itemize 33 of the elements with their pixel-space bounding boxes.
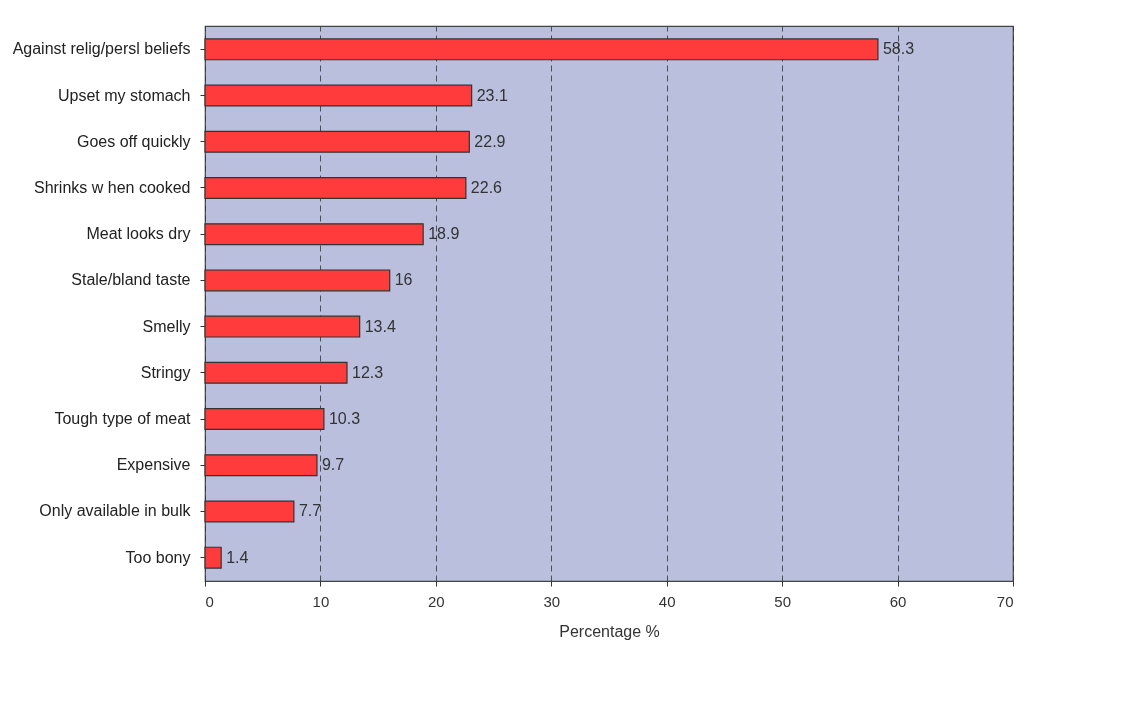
x-axis-title: Percentage % bbox=[559, 622, 660, 640]
y-tick-label: Only available in bulk bbox=[39, 502, 192, 520]
data-label: 58.3 bbox=[882, 40, 915, 58]
data-label: 1.4 bbox=[226, 548, 249, 566]
y-tick-label: Stringy bbox=[140, 363, 191, 381]
data-label: 7.7 bbox=[298, 502, 322, 520]
y-tick-label: Upset my stomach bbox=[58, 86, 191, 104]
data-label: 13.4 bbox=[364, 317, 396, 335]
data-label: 18.9 bbox=[428, 225, 460, 243]
data-label: 22.6 bbox=[470, 178, 503, 196]
x-tick-label: 20 bbox=[428, 592, 445, 610]
data-label: 22.9 bbox=[474, 132, 506, 150]
y-tick-label: Meat looks dry bbox=[86, 225, 191, 243]
y-tick-label: Tough type of meat bbox=[54, 410, 192, 428]
x-tick-label: 70 bbox=[996, 592, 1014, 610]
y-tick-label: Smelly bbox=[142, 317, 191, 335]
data-label: 12.3 bbox=[351, 363, 384, 381]
y-tick-label: Shrinks w hen cooked bbox=[33, 178, 191, 196]
data-label: 16 bbox=[394, 271, 413, 289]
data-label: 9.7 bbox=[321, 456, 345, 474]
x-tick-label: 50 bbox=[774, 592, 791, 610]
x-tick-label: 0 bbox=[205, 592, 214, 610]
y-tick-label: Too bony bbox=[125, 548, 191, 566]
x-tick-label: 30 bbox=[543, 592, 561, 610]
data-label: 23.1 bbox=[476, 86, 508, 104]
x-tick-label: 60 bbox=[889, 592, 907, 610]
y-tick-label: Goes off quickly bbox=[76, 132, 191, 150]
x-tick-label: 40 bbox=[658, 592, 676, 610]
y-tick-label: Stale/bland taste bbox=[71, 271, 191, 289]
data-label: 10.3 bbox=[328, 410, 361, 428]
y-tick-label: Expensive bbox=[116, 456, 191, 474]
x-tick-label: 10 bbox=[312, 592, 330, 610]
y-tick-label: Against relig/persl beliefs bbox=[12, 40, 191, 58]
